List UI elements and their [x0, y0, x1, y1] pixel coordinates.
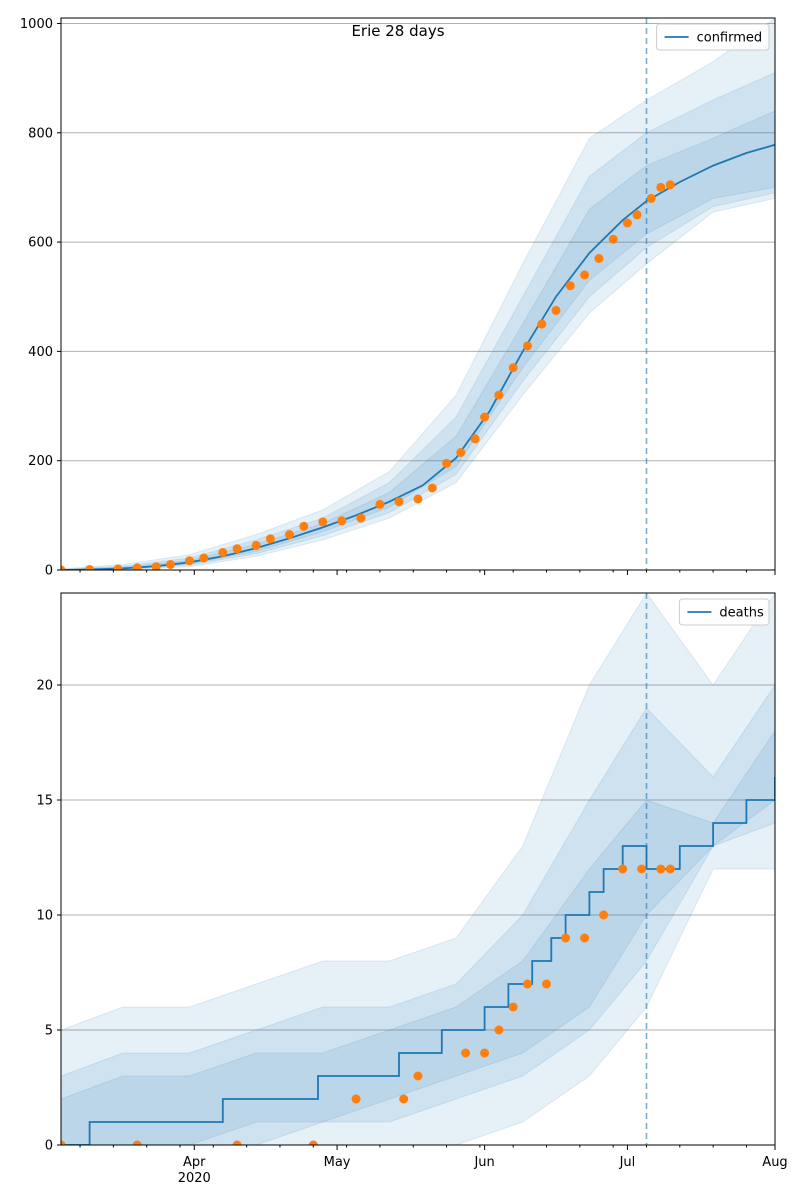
x-tick-label: 2020 — [178, 1171, 211, 1186]
observed-point — [299, 521, 309, 531]
observed-point — [632, 210, 642, 220]
y-tick-label: 15 — [36, 794, 53, 809]
observed-point — [318, 517, 328, 527]
y-tick-label: 20 — [36, 679, 53, 694]
observed-point — [185, 556, 194, 566]
observed-point — [551, 305, 561, 315]
confirmed-panel: 0 200 400 600 800 1000 confirmed — [20, 17, 776, 579]
uncertainty-band — [61, 18, 775, 570]
y-tick-label: 400 — [28, 345, 53, 360]
observed-point — [232, 544, 242, 554]
legend: deaths — [678, 598, 770, 626]
y-tick-label: 0 — [45, 1139, 53, 1154]
observed-point — [61, 1140, 66, 1145]
observed-point — [151, 562, 161, 570]
observed-point — [508, 363, 518, 373]
observed-point — [113, 564, 123, 570]
x-tick-label: Jun — [473, 1155, 494, 1170]
observed-point — [166, 560, 175, 569]
axes-frame — [60, 592, 776, 1146]
observed-point — [427, 483, 437, 493]
observed-point — [565, 281, 575, 291]
observed-point — [356, 513, 366, 523]
observed-point — [622, 218, 632, 228]
observed-point — [637, 864, 647, 874]
y-tick-label: 600 — [28, 236, 53, 251]
legend: confirmed — [656, 23, 770, 51]
series-line-confirmed — [61, 143, 775, 570]
observed-point — [599, 910, 609, 920]
observed-point — [580, 933, 590, 943]
legend-box — [656, 23, 770, 51]
x-tick-label: Aug — [762, 1155, 787, 1170]
observed-point — [618, 864, 628, 874]
observed-point — [265, 534, 275, 544]
x-tick-label: Apr — [183, 1155, 206, 1170]
observed-point — [608, 234, 618, 244]
observed-point — [308, 1140, 318, 1145]
uncertainty-band — [61, 593, 775, 1145]
x-tick-label: Jul — [619, 1155, 636, 1170]
observed-point — [285, 530, 294, 539]
observed-point — [494, 1025, 504, 1035]
observed-point — [61, 565, 66, 570]
figure-title: Erie 28 days — [351, 22, 444, 40]
observed-point — [337, 516, 347, 526]
plot-area — [61, 593, 775, 1145]
series-line-deaths — [61, 777, 775, 1145]
observed-point — [580, 270, 590, 280]
y-tick-label: 5 — [45, 1024, 53, 1039]
y-tick-label: 0 — [45, 564, 53, 579]
observed-point — [85, 565, 95, 570]
observed-point — [251, 540, 261, 550]
observed-point — [351, 1094, 361, 1104]
y-tick-label: 800 — [28, 126, 53, 141]
observed-point — [537, 319, 547, 329]
x-tick-label: May — [324, 1155, 351, 1170]
observed-point — [442, 458, 452, 468]
y-tick-label: 10 — [36, 909, 53, 924]
observed-point — [375, 499, 385, 509]
observed-point — [232, 1140, 242, 1145]
observed-point — [413, 494, 423, 504]
observed-point — [132, 1140, 142, 1145]
observed-point — [461, 1048, 471, 1058]
axes-frame — [60, 17, 776, 571]
observed-point — [665, 864, 675, 874]
legend-label: confirmed — [697, 31, 763, 46]
uncertainty-band — [61, 684, 775, 1145]
observed-point — [665, 180, 675, 190]
observed-point — [656, 182, 666, 192]
observed-point — [399, 1094, 409, 1104]
observed-point — [394, 497, 404, 507]
y-tick-label: 200 — [28, 454, 53, 469]
observed-point — [480, 1048, 490, 1058]
observed-point — [523, 979, 532, 989]
plot-area — [61, 18, 775, 570]
y-tick-label: 1000 — [20, 17, 53, 32]
legend-label: deaths — [719, 606, 764, 621]
observed-point — [594, 254, 604, 263]
observed-point — [508, 1002, 518, 1012]
observed-point — [561, 933, 571, 943]
observed-point — [494, 390, 504, 400]
observed-point — [480, 412, 490, 422]
observed-point — [470, 434, 480, 444]
observed-point — [523, 341, 532, 351]
observed-point — [542, 979, 551, 989]
legend-box — [678, 598, 770, 626]
observed-point — [656, 864, 666, 874]
observed-point — [218, 548, 228, 557]
observed-point — [646, 193, 656, 203]
observed-point — [413, 1071, 423, 1081]
observed-point — [199, 553, 209, 563]
uncertainty-band — [61, 730, 775, 1145]
observed-point — [132, 563, 142, 570]
observed-point — [456, 448, 466, 457]
